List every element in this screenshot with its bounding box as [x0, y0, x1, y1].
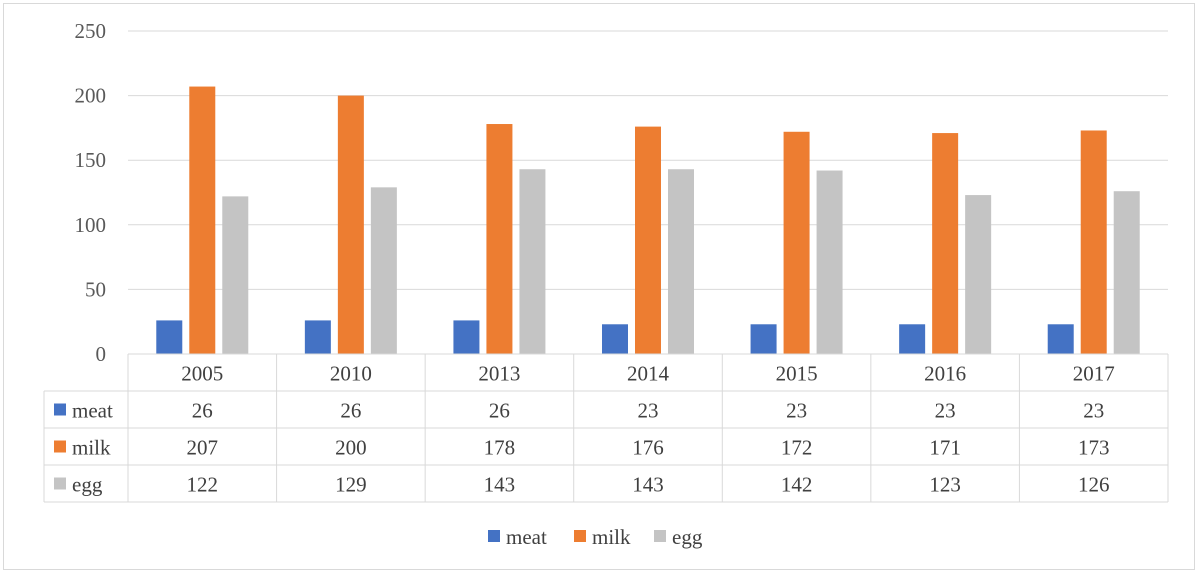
- table-cell-value: 126: [1078, 473, 1110, 497]
- legend-key-egg: [654, 530, 666, 542]
- table-cell-value: 173: [1078, 436, 1110, 460]
- table-cell-value: 178: [484, 436, 516, 460]
- bar-egg-2016: [965, 195, 992, 354]
- table-legend-key-meat: [54, 403, 66, 416]
- x-tick-label: 2013: [478, 362, 520, 386]
- x-tick-label: 2014: [627, 362, 670, 386]
- bar-milk-2010: [337, 95, 364, 354]
- table-cell-value: 123: [929, 473, 961, 497]
- y-tick-label: 200: [75, 84, 107, 108]
- bar-meat-2017: [1047, 324, 1074, 354]
- table-cell-value: 171: [929, 436, 961, 460]
- bar-meat-2016: [899, 324, 926, 354]
- table-cell-value: 172: [781, 436, 813, 460]
- x-tick-label: 2015: [776, 362, 818, 386]
- bar-milk-2014: [635, 126, 661, 354]
- table-cell-value: 23: [786, 399, 807, 423]
- bar-egg-2015: [816, 170, 843, 354]
- table-cell-value: 207: [187, 436, 219, 460]
- y-tick-label: 50: [85, 277, 106, 301]
- x-tick-label: 2016: [924, 362, 966, 386]
- bar-egg-2017: [1113, 191, 1140, 354]
- table-cell-value: 176: [632, 436, 664, 460]
- table-cell-value: 200: [335, 436, 367, 460]
- x-tick-label: 2005: [181, 362, 223, 386]
- table-cell-value: 143: [632, 473, 664, 497]
- bar-egg-2014: [668, 169, 694, 354]
- table-cell-value: 129: [335, 473, 367, 497]
- table-cell-value: 26: [340, 399, 361, 423]
- legend-label: milk: [592, 525, 631, 549]
- table-series-label: milk: [72, 436, 111, 460]
- table-legend-key-milk: [54, 440, 66, 453]
- table-legend-key-egg: [54, 477, 66, 490]
- bar-milk-2016: [932, 133, 959, 354]
- bar-egg-2010: [370, 187, 397, 354]
- legend-label: meat: [506, 525, 547, 549]
- bar-meat-2015: [750, 324, 777, 354]
- bar-meat-2005: [156, 320, 183, 354]
- table-cell-value: 142: [781, 473, 813, 497]
- y-tick-label: 100: [75, 213, 107, 237]
- bar-milk-2005: [189, 86, 216, 354]
- bar-milk-2015: [783, 131, 810, 354]
- bar-milk-2017: [1080, 130, 1107, 354]
- y-tick-label: 250: [75, 19, 107, 43]
- bar-egg-2013: [519, 169, 546, 354]
- table-cell-value: 26: [192, 399, 213, 423]
- legend-key-milk: [574, 530, 586, 542]
- bar-meat-2014: [602, 324, 628, 354]
- bar-egg-2005: [222, 196, 249, 354]
- y-tick-label: 150: [75, 148, 107, 172]
- bar-meat-2010: [304, 320, 331, 354]
- bar-milk-2013: [486, 124, 513, 354]
- x-tick-label: 2010: [330, 362, 372, 386]
- table-cell-value: 122: [187, 473, 219, 497]
- table-cell-value: 23: [935, 399, 956, 423]
- legend-label: egg: [672, 525, 703, 549]
- bar-meat-2013: [453, 320, 480, 354]
- table-cell-value: 23: [1083, 399, 1104, 423]
- table-series-label: meat: [72, 399, 113, 423]
- legend-key-meat: [488, 530, 500, 542]
- table-series-label: egg: [72, 473, 103, 497]
- table-cell-value: 23: [638, 399, 659, 423]
- table-cell-value: 26: [489, 399, 510, 423]
- y-tick-label: 0: [96, 342, 107, 366]
- table-cell-value: 143: [484, 473, 516, 497]
- x-tick-label: 2017: [1073, 362, 1115, 386]
